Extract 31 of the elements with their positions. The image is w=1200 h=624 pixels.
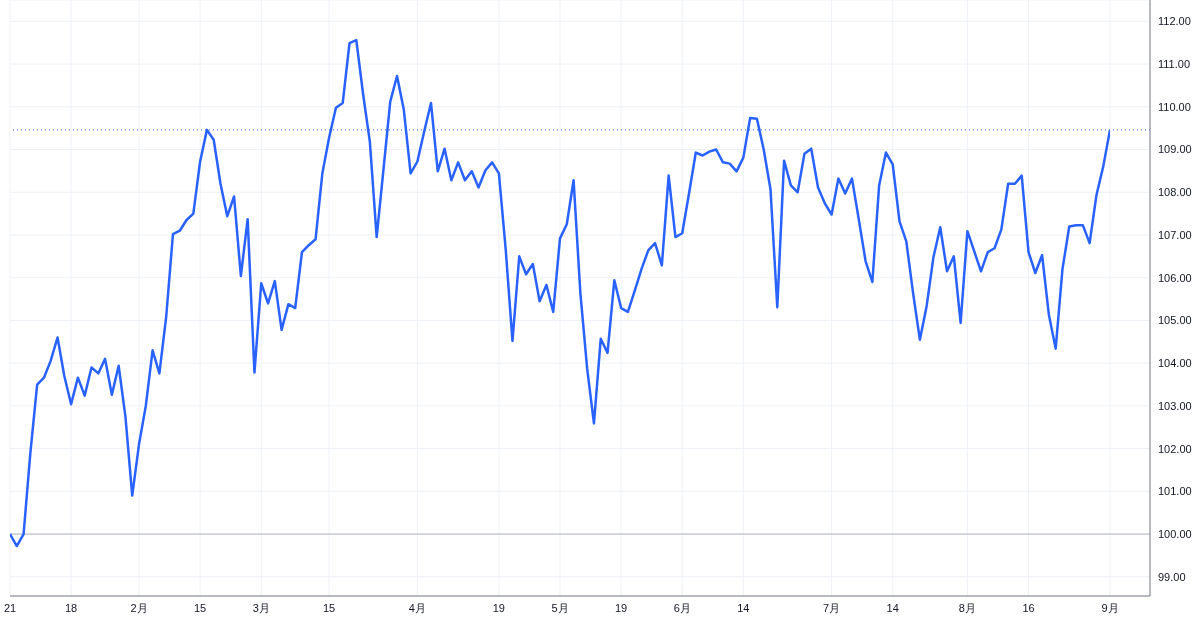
x-tick-label: 14 xyxy=(886,601,899,614)
x-tick-label: 2月 xyxy=(130,601,148,614)
x-tick-label: 3月 xyxy=(252,601,270,614)
x-tick-label: 4月 xyxy=(408,601,426,614)
x-tick-label: 9月 xyxy=(1101,601,1119,614)
x-tick-label: 5月 xyxy=(551,601,569,614)
y-tick-label: 110.00 xyxy=(1158,100,1191,113)
y-tick-label: 109.00 xyxy=(1158,143,1192,156)
y-tick-label: 99.00 xyxy=(1158,570,1186,583)
x-tick-label: 21 xyxy=(3,601,17,614)
x-tick-label: 16 xyxy=(1022,601,1035,614)
x-tick-label: 8月 xyxy=(958,601,976,614)
y-tick-label: 105.00 xyxy=(1158,314,1192,327)
y-tick-label: 108.00 xyxy=(1158,186,1192,199)
y-tick-label: 111.00 xyxy=(1158,57,1191,70)
y-tick-label: 100.00 xyxy=(1158,527,1192,540)
y-tick-label: 103.00 xyxy=(1158,399,1192,412)
x-tick-label: 15 xyxy=(323,601,336,614)
y-tick-label: 104.00 xyxy=(1158,357,1192,370)
x-tick-label: 6月 xyxy=(673,601,691,614)
x-tick-label: 19 xyxy=(614,601,628,614)
y-tick-label: 106.00 xyxy=(1158,271,1192,284)
y-tick-label: 102.00 xyxy=(1158,442,1192,455)
y-tick-label: 107.00 xyxy=(1158,228,1192,241)
y-tick-label: 101.00 xyxy=(1158,485,1192,498)
x-tick-label: 19 xyxy=(492,601,506,614)
x-tick-label: 18 xyxy=(64,601,78,614)
x-tick-label: 7月 xyxy=(823,601,841,614)
x-tick-label: 15 xyxy=(194,601,207,614)
x-tick-label: 14 xyxy=(737,601,750,614)
y-tick-label: 112.00 xyxy=(1158,15,1191,28)
